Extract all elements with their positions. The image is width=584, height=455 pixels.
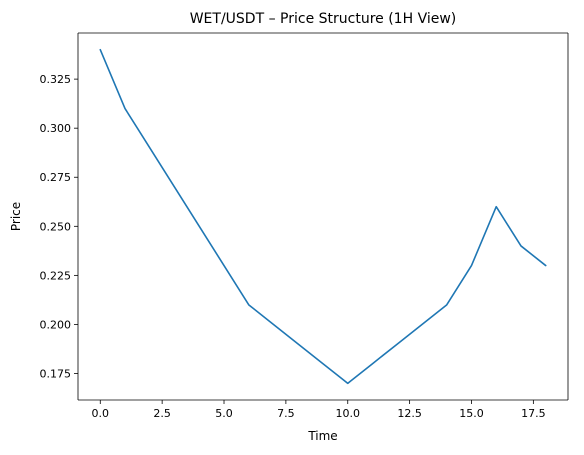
y-tick-label: 0.325: [40, 73, 72, 86]
x-tick-label: 5.0: [215, 407, 233, 420]
x-tick-label: 15.0: [459, 407, 484, 420]
y-tick-label: 0.250: [40, 220, 72, 233]
y-tick-label: 0.200: [40, 318, 72, 331]
price-series-line: [99, 48, 547, 385]
y-tick-label: 0.300: [40, 122, 72, 135]
x-tick-label: 2.5: [153, 407, 171, 420]
y-axis-label: Price: [9, 202, 23, 231]
chart-title: WET/USDT – Price Structure (1H View): [190, 11, 457, 27]
x-tick-label: 7.5: [277, 407, 295, 420]
y-tick-label: 0.275: [40, 171, 72, 184]
x-axis-label: Time: [307, 429, 337, 443]
x-tick-label: 10.0: [335, 407, 360, 420]
x-tick-label: 0.0: [92, 407, 110, 420]
plot-area: [78, 33, 568, 400]
axes-layer: [77, 32, 569, 401]
x-tick-label: 12.5: [397, 407, 422, 420]
y-tick-label: 0.225: [40, 269, 72, 282]
x-tick-label: 17.5: [521, 407, 546, 420]
y-tick-group: 0.175 0.200 0.225 0.250 0.275 0.300 0.325: [40, 73, 78, 381]
x-tick-group: 0.0 2.5 5.0 7.5 10.0 12.5 15.0 17.5: [92, 400, 546, 420]
series-layer: [99, 48, 547, 385]
y-tick-label: 0.175: [40, 368, 72, 381]
